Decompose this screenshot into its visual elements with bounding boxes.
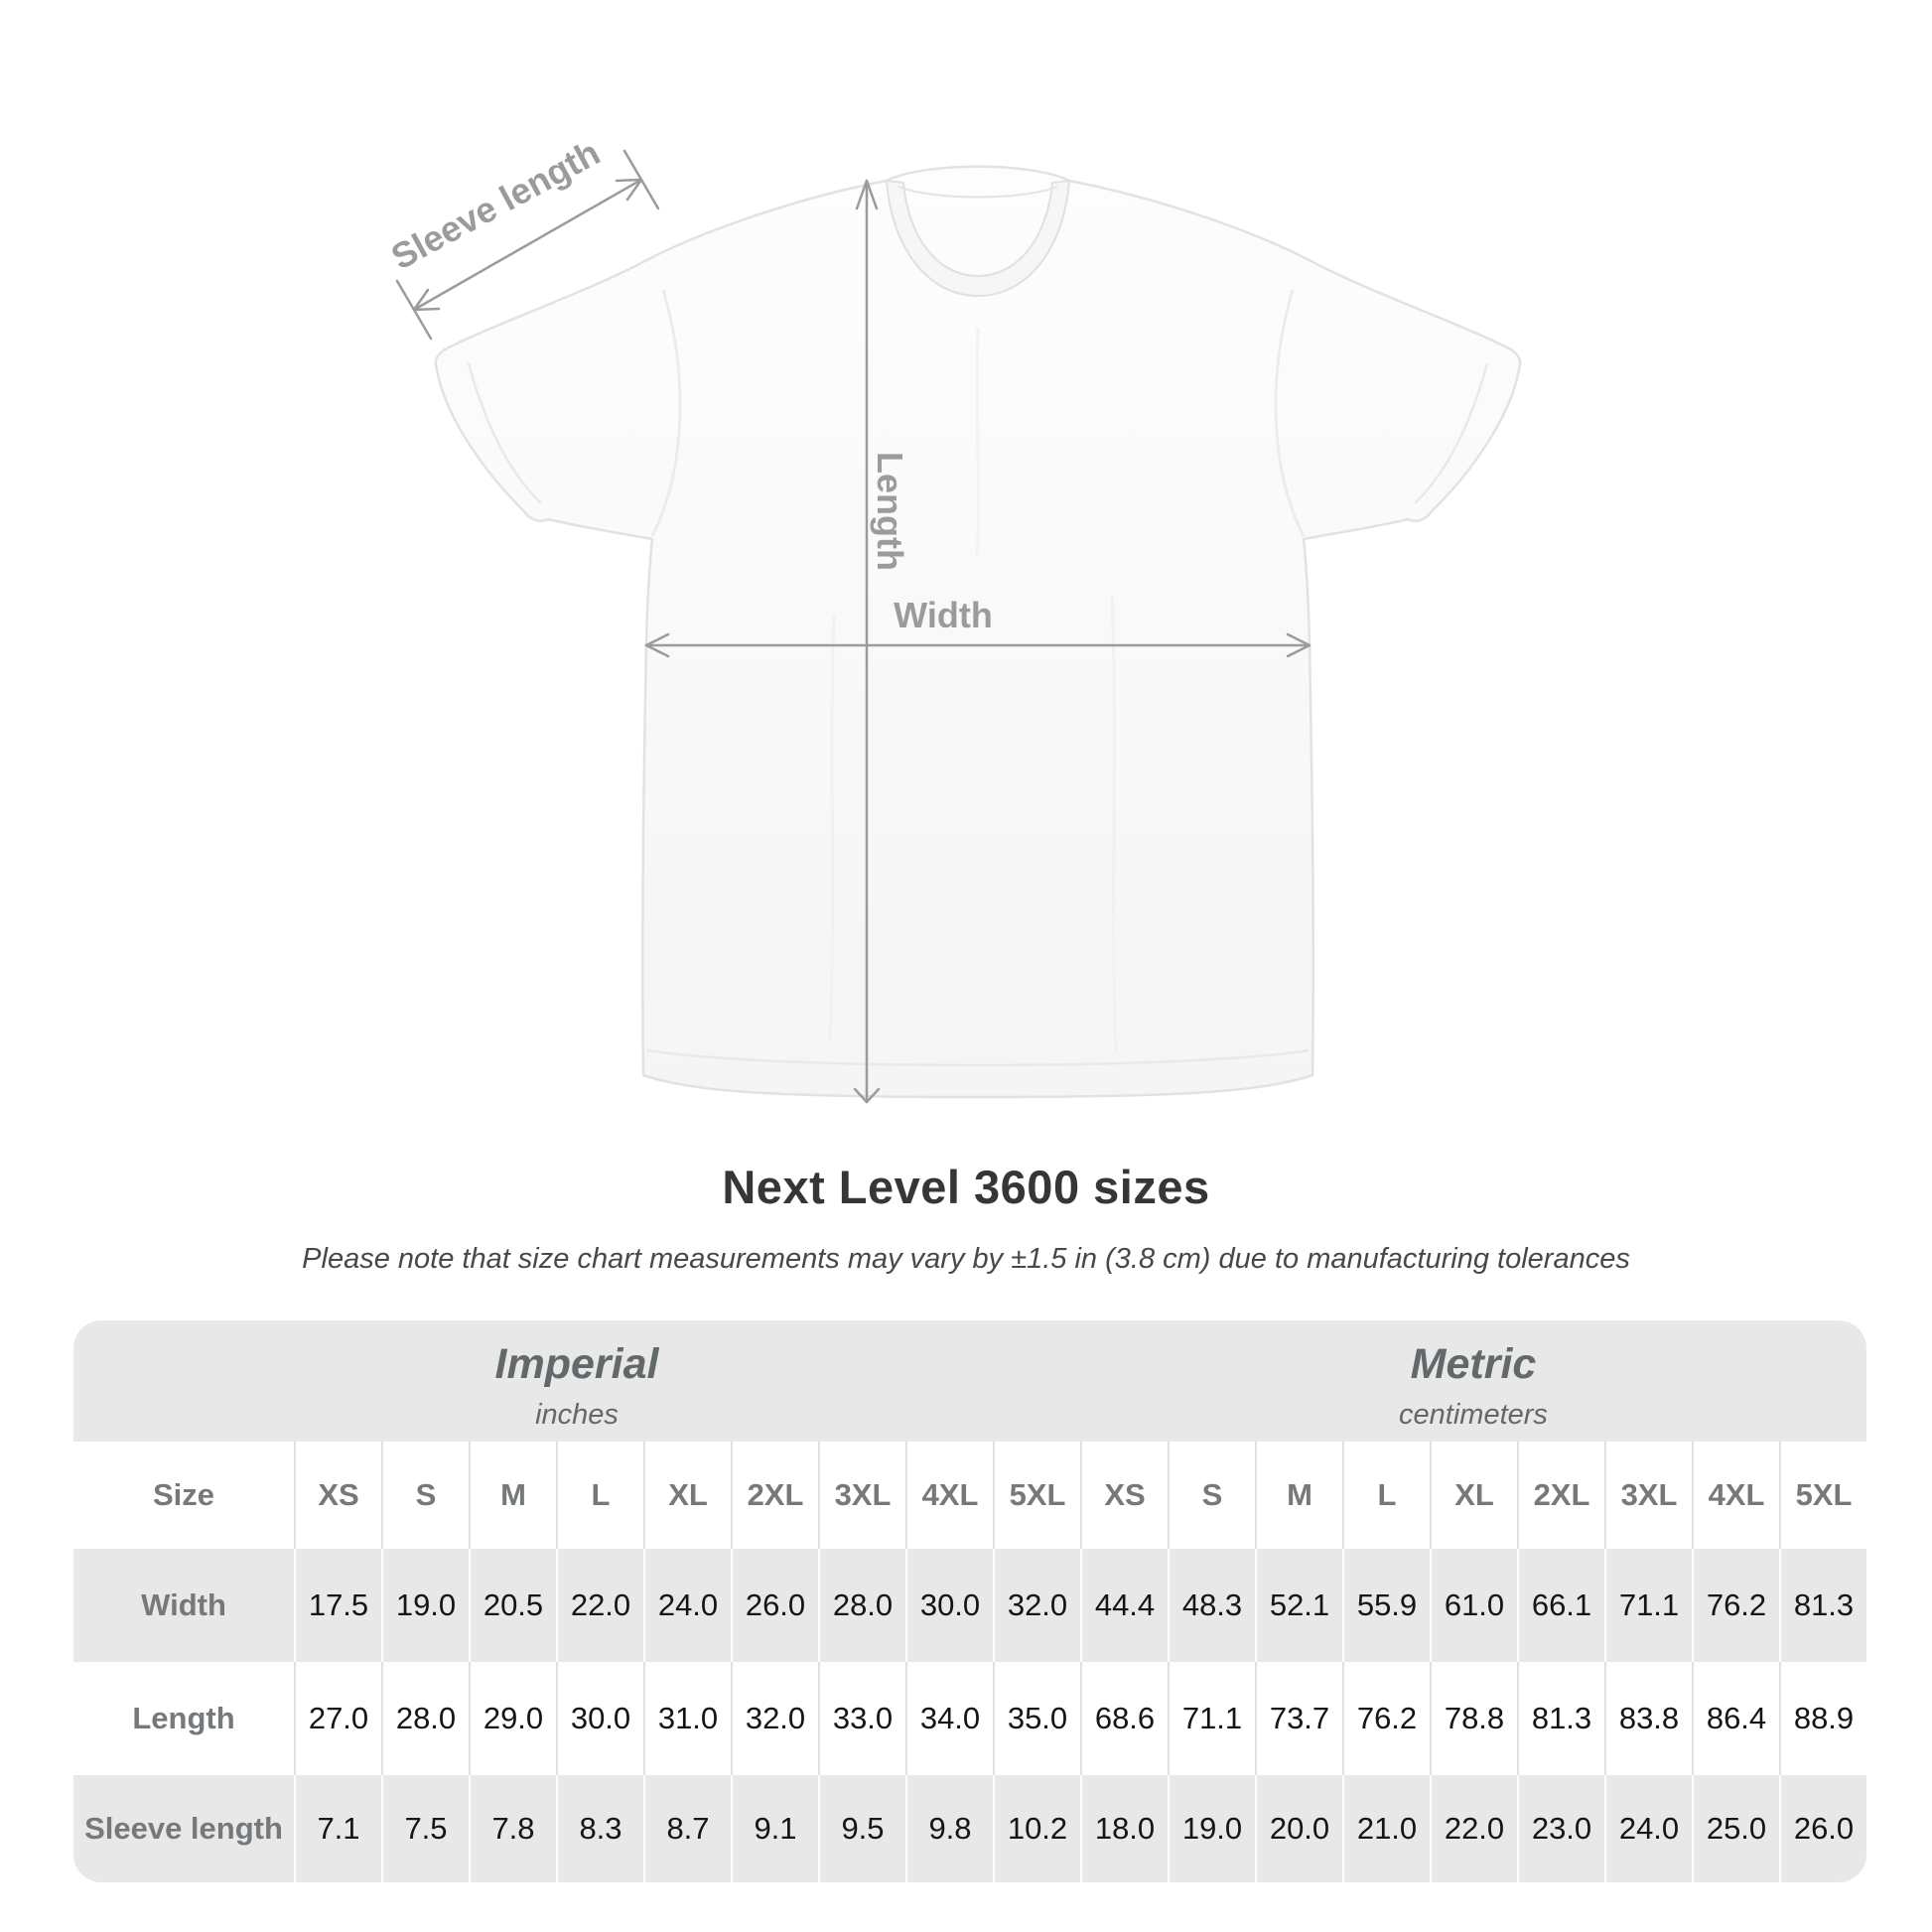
value-cell: 32.0	[731, 1662, 818, 1775]
value-cell: 28.0	[381, 1662, 469, 1775]
size-column-header-11-s: S	[1168, 1442, 1255, 1549]
value-cell: 26.0	[731, 1549, 818, 1662]
value-cell: 71.1	[1168, 1662, 1255, 1775]
value-cell: 26.0	[1779, 1775, 1866, 1882]
size-column-header-12-m: M	[1255, 1442, 1342, 1549]
value-cell: 28.0	[818, 1549, 905, 1662]
value-cell: 7.8	[469, 1775, 556, 1882]
size-column-header-18-5xl: 5XL	[1779, 1442, 1866, 1549]
tshirt-graphic	[434, 165, 1522, 1099]
row-label-sleeve-length: Sleeve length	[84, 1811, 283, 1846]
value-cell: 48.3	[1168, 1549, 1255, 1662]
size-column-header-3-m: M	[469, 1442, 556, 1549]
metric-subtitle: centimeters	[1399, 1399, 1548, 1431]
value-cell: 88.9	[1779, 1662, 1866, 1775]
value-cell: 8.3	[556, 1775, 643, 1882]
value-cell: 27.0	[294, 1662, 381, 1775]
value-cell: 29.0	[469, 1662, 556, 1775]
value-cell: 30.0	[556, 1662, 643, 1775]
imperial-subtitle: inches	[535, 1399, 619, 1431]
value-cell: 76.2	[1342, 1662, 1430, 1775]
imperial-unit-header: Imperial inches	[73, 1320, 1080, 1442]
size-column-header-7-3xl: 3XL	[818, 1442, 905, 1549]
value-cell: 18.0	[1080, 1775, 1168, 1882]
value-cell: 81.3	[1517, 1662, 1604, 1775]
size-column-header-2-s: S	[381, 1442, 469, 1549]
value-cell: 78.8	[1430, 1662, 1517, 1775]
value-cell: 35.0	[993, 1662, 1080, 1775]
sleeve-length-arrow	[395, 149, 660, 341]
value-cell: 71.1	[1604, 1549, 1692, 1662]
size-column-header-14-xl: XL	[1430, 1442, 1517, 1549]
length-label: Length	[870, 452, 910, 571]
value-cell: 23.0	[1517, 1775, 1604, 1882]
size-column-header-10-xs: XS	[1080, 1442, 1168, 1549]
metric-unit-header: Metric centimeters	[1080, 1320, 1866, 1442]
value-cell: 30.0	[905, 1549, 993, 1662]
value-cell: 9.5	[818, 1775, 905, 1882]
value-cell: 55.9	[1342, 1549, 1430, 1662]
value-cell: 32.0	[993, 1549, 1080, 1662]
value-cell: 33.0	[818, 1662, 905, 1775]
size-corner-label: Size	[73, 1442, 294, 1549]
sleeve-length-label: Sleeve length	[384, 132, 607, 278]
size-column-header-15-2xl: 2XL	[1517, 1442, 1604, 1549]
value-cell: 9.1	[731, 1775, 818, 1882]
value-cell: 20.0	[1255, 1775, 1342, 1882]
value-cell: 20.5	[469, 1549, 556, 1662]
value-cell: 9.8	[905, 1775, 993, 1882]
value-cell: 31.0	[643, 1662, 731, 1775]
imperial-title: Imperial	[494, 1340, 659, 1388]
value-cell: 86.4	[1692, 1662, 1779, 1775]
size-chart-table: Imperial inches Metric centimeters Size X…	[73, 1320, 1866, 1882]
size-column-header-16-3xl: 3XL	[1604, 1442, 1692, 1549]
value-cell: 44.4	[1080, 1549, 1168, 1662]
metric-title: Metric	[1410, 1340, 1537, 1388]
size-column-header-17-4xl: 4XL	[1692, 1442, 1779, 1549]
value-cell: 8.7	[643, 1775, 731, 1882]
row-label-length: Length	[73, 1662, 294, 1775]
value-cell: 73.7	[1255, 1662, 1342, 1775]
size-column-header-13-l: L	[1342, 1442, 1430, 1549]
value-cell: 7.5	[381, 1775, 469, 1882]
width-label: Width	[894, 595, 993, 635]
value-cell: 61.0	[1430, 1549, 1517, 1662]
value-cell: 24.0	[643, 1549, 731, 1662]
value-cell: 76.2	[1692, 1549, 1779, 1662]
value-cell: 52.1	[1255, 1549, 1342, 1662]
value-cell: 7.1	[294, 1775, 381, 1882]
length-arrow	[853, 179, 881, 1104]
tolerance-note: Please note that size chart measurements…	[302, 1243, 1630, 1275]
size-column-header-1-xs: XS	[294, 1442, 381, 1549]
tshirt-measurement-diagram: Sleeve length Length Width	[384, 132, 1522, 1104]
width-arrow	[644, 632, 1311, 658]
size-column-header-8-4xl: 4XL	[905, 1442, 993, 1549]
value-cell: 25.0	[1692, 1775, 1779, 1882]
value-cell: 68.6	[1080, 1662, 1168, 1775]
size-column-header-5-xl: XL	[643, 1442, 731, 1549]
size-column-header-4-l: L	[556, 1442, 643, 1549]
value-cell: 22.0	[556, 1549, 643, 1662]
value-cell: 19.0	[381, 1549, 469, 1662]
value-cell: 66.1	[1517, 1549, 1604, 1662]
page-title: Next Level 3600 sizes	[722, 1161, 1210, 1213]
value-cell: 10.2	[993, 1775, 1080, 1882]
row-label-width: Width	[141, 1587, 226, 1622]
value-cell: 21.0	[1342, 1775, 1430, 1882]
value-cell: 22.0	[1430, 1775, 1517, 1882]
value-cell: 17.5	[294, 1549, 381, 1662]
value-cell: 24.0	[1604, 1775, 1692, 1882]
collar	[885, 179, 1071, 298]
value-cell: 19.0	[1168, 1775, 1255, 1882]
value-cell: 81.3	[1779, 1549, 1866, 1662]
value-cell: 34.0	[905, 1662, 993, 1775]
size-column-header-6-2xl: 2XL	[731, 1442, 818, 1549]
size-column-header-9-5xl: 5XL	[993, 1442, 1080, 1549]
value-cell: 83.8	[1604, 1662, 1692, 1775]
